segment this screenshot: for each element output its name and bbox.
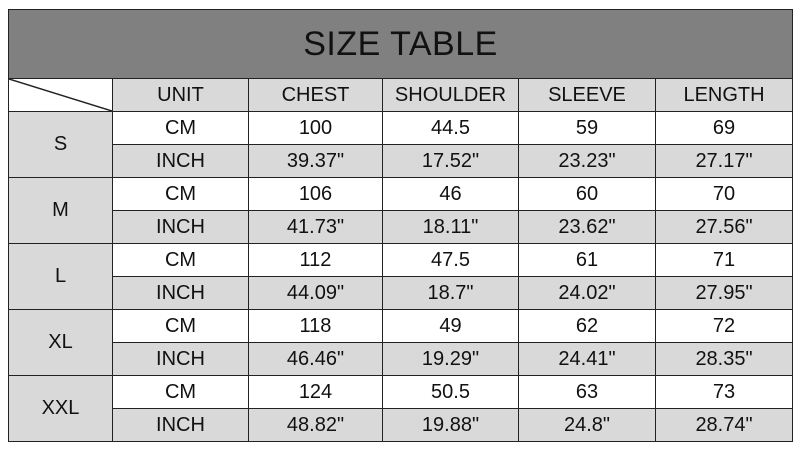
- table-row: S CM 100 44.5 59 69: [8, 111, 794, 178]
- unit-cell: INCH: [112, 144, 249, 178]
- table-row: M CM 106 46 60 70: [8, 177, 794, 244]
- value-cell: 23.23": [518, 144, 656, 178]
- value-cell: 27.17": [654, 144, 794, 178]
- size-table-container: SIZE TABLE UNIT CHEST SHOULDER SLEEVE LE…: [7, 9, 794, 442]
- table-title: SIZE TABLE: [7, 9, 794, 79]
- value-cell: 44.5: [382, 111, 519, 145]
- unit-cell: CM: [112, 309, 249, 343]
- header-row: UNIT CHEST SHOULDER SLEEVE LENGTH: [8, 78, 794, 112]
- header-length: LENGTH: [654, 78, 794, 112]
- value-cell: 27.95": [654, 276, 794, 310]
- unit-cell: CM: [112, 177, 249, 211]
- table-row: INCH 39.37" 17.52" 23.23" 27.17": [9, 144, 794, 178]
- size-label: L: [8, 243, 113, 310]
- value-cell: 27.56": [654, 210, 794, 244]
- size-label: M: [8, 177, 113, 244]
- value-cell: 60: [518, 177, 656, 211]
- value-cell: 46: [382, 177, 519, 211]
- header-sleeve: SLEEVE: [518, 78, 656, 112]
- value-cell: 62: [518, 309, 656, 343]
- size-label: XL: [8, 309, 113, 376]
- value-cell: 19.29": [382, 342, 519, 376]
- value-cell: 63: [518, 375, 656, 409]
- value-cell: 18.11": [382, 210, 519, 244]
- diagonal-line: [9, 79, 112, 111]
- value-cell: 28.74": [654, 408, 794, 442]
- value-cell: 118: [248, 309, 383, 343]
- value-cell: 24.02": [518, 276, 656, 310]
- unit-cell: INCH: [112, 342, 249, 376]
- corner-cell: [8, 78, 113, 112]
- value-cell: 17.52": [382, 144, 519, 178]
- size-label: XXL: [8, 375, 113, 442]
- table-row: XXL CM 124 50.5 63 73: [8, 375, 794, 442]
- value-cell: 39.37": [248, 144, 383, 178]
- value-cell: 106: [248, 177, 383, 211]
- value-cell: 28.35": [654, 342, 794, 376]
- table-row: L CM 112 47.5 61 71: [8, 243, 794, 310]
- table-row: INCH 46.46" 19.29" 24.41" 28.35": [9, 342, 794, 376]
- value-cell: 24.8": [518, 408, 656, 442]
- value-cell: 112: [248, 243, 383, 277]
- header-unit: UNIT: [112, 78, 249, 112]
- table-row: INCH 44.09" 18.7" 24.02" 27.95": [9, 276, 794, 310]
- table-row: INCH 48.82" 19.88" 24.8" 28.74": [9, 408, 794, 442]
- unit-cell: CM: [112, 243, 249, 277]
- value-cell: 70: [654, 177, 794, 211]
- value-cell: 50.5: [382, 375, 519, 409]
- unit-cell: INCH: [112, 276, 249, 310]
- size-table: SIZE TABLE UNIT CHEST SHOULDER SLEEVE LE…: [7, 9, 794, 442]
- value-cell: 73: [654, 375, 794, 409]
- value-cell: 44.09": [248, 276, 383, 310]
- value-cell: 19.88": [382, 408, 519, 442]
- header-shoulder: SHOULDER: [382, 78, 519, 112]
- unit-cell: CM: [112, 111, 249, 145]
- value-cell: 100: [248, 111, 383, 145]
- value-cell: 59: [518, 111, 656, 145]
- value-cell: 41.73": [248, 210, 383, 244]
- value-cell: 71: [654, 243, 794, 277]
- table-row: XL CM 118 49 62 72: [8, 309, 794, 376]
- value-cell: 49: [382, 309, 519, 343]
- value-cell: 48.82": [248, 408, 383, 442]
- unit-cell: INCH: [112, 408, 249, 442]
- value-cell: 69: [654, 111, 794, 145]
- header-chest: CHEST: [248, 78, 383, 112]
- value-cell: 23.62": [518, 210, 656, 244]
- value-cell: 46.46": [248, 342, 383, 376]
- size-label: S: [8, 111, 113, 178]
- value-cell: 18.7": [382, 276, 519, 310]
- table-row: INCH 41.73" 18.11" 23.62" 27.56": [9, 210, 794, 244]
- unit-cell: INCH: [112, 210, 249, 244]
- unit-cell: CM: [112, 375, 249, 409]
- value-cell: 72: [654, 309, 794, 343]
- value-cell: 124: [248, 375, 383, 409]
- value-cell: 47.5: [382, 243, 519, 277]
- value-cell: 24.41": [518, 342, 656, 376]
- value-cell: 61: [518, 243, 656, 277]
